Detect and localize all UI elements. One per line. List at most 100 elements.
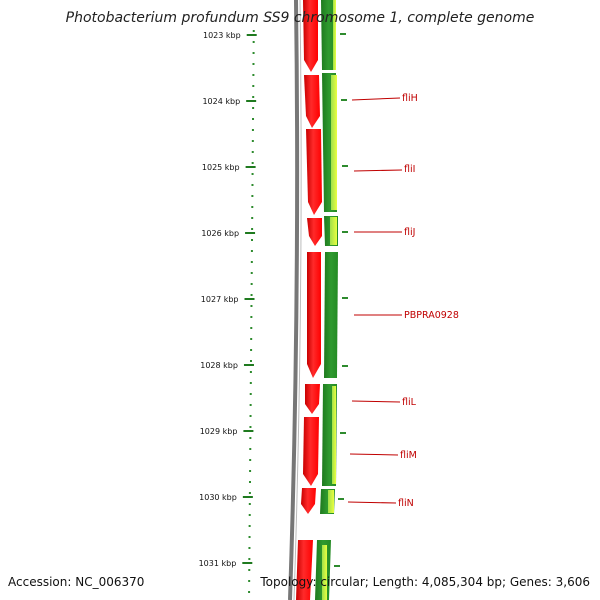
ruler-dot xyxy=(252,107,255,109)
gene-label-flii[interactable]: fliI xyxy=(404,164,415,175)
cds-block xyxy=(307,252,321,378)
gene-label-flin[interactable]: fliN xyxy=(398,498,414,509)
map-title: Photobacterium profundum SS9 chromosome … xyxy=(65,10,535,26)
ruler-dot xyxy=(251,162,254,164)
ruler-dot xyxy=(248,569,251,571)
ruler-dot xyxy=(249,404,252,406)
gene-label-flim[interactable]: fliM xyxy=(400,450,417,461)
ruler-dot xyxy=(250,272,253,274)
ruler-dot xyxy=(251,239,254,241)
ruler-dot xyxy=(251,217,254,219)
scale-tick-mark xyxy=(246,100,257,102)
ruler-dot xyxy=(250,338,253,340)
ruler-dot xyxy=(248,591,251,593)
ruler-dot xyxy=(248,525,251,527)
scale-tick-mark xyxy=(243,430,254,432)
ruler-dot xyxy=(250,360,252,362)
ruler-dot xyxy=(252,118,255,120)
ruler-dot xyxy=(251,173,254,175)
gene-label-flil[interactable]: fliL xyxy=(402,397,417,408)
ruler-dot xyxy=(251,140,254,142)
ruler-dot xyxy=(248,514,251,516)
ruler-dot xyxy=(252,74,255,76)
ruler-dot xyxy=(249,426,252,428)
ruler-dot xyxy=(251,184,254,186)
scale-tick-mark xyxy=(242,562,253,564)
ruler-dot xyxy=(252,30,255,32)
ruler-dot xyxy=(250,316,253,318)
scale-tick-mark xyxy=(245,232,256,234)
scale-tick-mark xyxy=(245,166,256,168)
ruler-dot xyxy=(250,294,253,296)
ruler-dot xyxy=(248,492,251,494)
ruler-dot xyxy=(248,536,251,538)
cds-block xyxy=(307,218,322,246)
cds-block xyxy=(304,75,320,128)
scale-tick-mark xyxy=(242,496,253,498)
gene-block-highlight xyxy=(331,75,337,210)
ruler-dot xyxy=(251,195,254,197)
ruler-dot xyxy=(250,305,253,307)
gene-block xyxy=(321,0,336,70)
ruler-dot xyxy=(249,437,252,439)
gene-label-flih[interactable]: fliH xyxy=(402,93,418,104)
cds-block xyxy=(306,129,322,215)
ruler-dot xyxy=(248,503,251,505)
cds-block xyxy=(301,488,316,514)
gene-block-highlight xyxy=(322,545,327,600)
gene-block-highlight xyxy=(332,386,336,484)
gene-labels: fliH fliI fliJ PBPRA0928 fliL fliM fliN xyxy=(347,93,459,509)
gene-label-flij[interactable]: fliJ xyxy=(404,227,415,238)
gene-track-ticks xyxy=(334,33,348,567)
ruler-dot xyxy=(248,547,251,549)
ruler-dot xyxy=(249,470,252,472)
ruler-dot xyxy=(252,85,255,87)
accession-label: Accession: NC_006370 xyxy=(8,575,145,589)
genome-backbone xyxy=(288,0,300,600)
ruler-dot xyxy=(249,371,252,373)
ruler-dot xyxy=(251,206,254,208)
gene-block-highlight xyxy=(330,217,337,245)
scale-tick-label: 1025 kbp xyxy=(202,163,240,172)
ruler-dot xyxy=(250,349,253,351)
genome-backbone-inner xyxy=(293,0,302,600)
ruler-dot xyxy=(250,327,253,329)
ruler-dot xyxy=(252,41,255,43)
cds-block xyxy=(305,384,320,414)
scale-tick-label: 1027 kbp xyxy=(201,295,239,304)
ruler-dot xyxy=(249,459,252,461)
ruler-dot xyxy=(252,52,255,54)
ruler-dot xyxy=(249,448,252,450)
scale-tick-label: 1029 kbp xyxy=(200,427,238,436)
ruler-dot xyxy=(249,393,252,395)
gene-block-highlight xyxy=(333,0,336,70)
scale-tick-mark xyxy=(243,364,254,366)
gene-track xyxy=(315,0,338,600)
gene-label-pbpra0928[interactable]: PBPRA0928 xyxy=(404,310,459,321)
gene-label-leader xyxy=(347,501,397,504)
ruler-dot xyxy=(248,481,251,483)
gene-block xyxy=(324,252,338,378)
gene-label-leader xyxy=(351,400,401,403)
gene-label-leader xyxy=(351,97,401,101)
scale-ticks: 1023 kbp 1024 kbp 1025 kbp 1026 kbp 1027 kbp… xyxy=(199,31,257,568)
scale-tick-label: 1030 kbp xyxy=(199,493,237,502)
ruler-dot xyxy=(252,96,255,98)
ruler-dot xyxy=(248,580,251,582)
ruler-dot xyxy=(249,382,252,384)
ruler-dot xyxy=(248,558,251,560)
ruler-dot xyxy=(251,151,254,153)
gene-label-leader xyxy=(349,453,399,456)
ruler-dot xyxy=(250,283,253,285)
scale-tick-label: 1028 kbp xyxy=(200,361,238,370)
scale-tick-mark xyxy=(244,298,255,300)
scale-ruler xyxy=(248,30,255,593)
ruler-dot xyxy=(249,415,252,417)
scale-tick-label: 1031 kbp xyxy=(199,559,237,568)
scale-tick-mark xyxy=(246,34,257,36)
cds-block xyxy=(303,0,318,72)
ruler-dot xyxy=(252,63,255,65)
cds-block xyxy=(303,417,319,486)
scale-tick-label: 1023 kbp xyxy=(203,31,241,40)
ruler-dot xyxy=(251,228,254,230)
